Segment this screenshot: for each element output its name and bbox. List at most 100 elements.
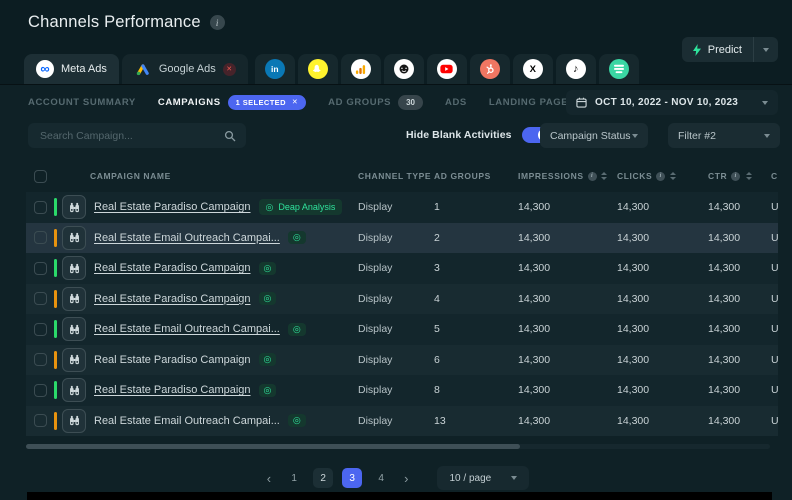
horizontal-scrollbar-track[interactable] xyxy=(26,444,770,449)
status-color-bar xyxy=(54,259,57,278)
col-impressions[interactable]: IMPRESSIONS i xyxy=(510,171,610,181)
row-checkbox[interactable] xyxy=(33,261,47,275)
cost-cell-truncated: U xyxy=(771,231,779,244)
predict-button[interactable]: Predict xyxy=(681,37,778,62)
campaign-name-link[interactable]: Real Estate Email Outreach Campai... xyxy=(94,231,280,244)
channel-tab-google-ads[interactable]: Google Ads ✕ xyxy=(121,54,248,84)
page-button-4[interactable]: 4 xyxy=(378,472,384,484)
campaign-name-link[interactable]: Real Estate Paradiso Campaign xyxy=(94,201,251,214)
channel-tab-drip[interactable] xyxy=(598,54,639,84)
table-body: Real Estate Paradiso Campaign ◎ Deap Ana… xyxy=(26,192,779,436)
tab-ad-groups[interactable]: AD GROUPS 30 xyxy=(328,94,424,110)
col-ctr[interactable]: CTR i xyxy=(682,171,758,181)
info-icon[interactable]: i xyxy=(731,171,741,181)
binoculars-icon xyxy=(62,347,86,372)
page-button-3[interactable]: 3 xyxy=(342,468,363,488)
target-icon: ◎ xyxy=(263,293,272,304)
table-row[interactable]: Real Estate Email Outreach Campai... ◎ D… xyxy=(26,222,779,253)
filter-2-dropdown[interactable]: Filter #2 xyxy=(668,123,780,148)
search-input[interactable] xyxy=(38,128,216,143)
tab-landing-pages[interactable]: LANDING PAGES xyxy=(488,96,576,108)
table-row[interactable]: Real Estate Paradiso Campaign ◎ Display … xyxy=(26,344,779,375)
meta-icon: ∞ xyxy=(36,60,54,78)
channel-tab-youtube[interactable] xyxy=(426,54,467,84)
row-checkbox[interactable] xyxy=(33,200,47,214)
close-icon[interactable]: ✕ xyxy=(291,99,299,106)
deep-analysis-badge[interactable]: ◎ Deap Analysis xyxy=(258,199,343,216)
predict-dropdown-caret[interactable] xyxy=(753,37,778,62)
tab-account-summary[interactable]: ACCOUNT SUMMARY xyxy=(28,96,136,108)
tab-campaigns[interactable]: CAMPAIGNS 1 SELECTED ✕ xyxy=(158,94,307,110)
page-size-dropdown[interactable]: 10 / page xyxy=(437,466,530,490)
row-checkbox[interactable] xyxy=(33,322,47,336)
campaign-name-link[interactable]: Real Estate Paradiso Campaign xyxy=(94,384,251,397)
campaign-name-link[interactable]: Real Estate Email Outreach Campai... xyxy=(94,414,280,427)
sort-icon[interactable] xyxy=(746,172,752,180)
deep-analysis-badge[interactable]: ◎ xyxy=(258,383,277,397)
info-icon[interactable]: i xyxy=(209,15,225,30)
channel-tab-google-analytics[interactable] xyxy=(340,54,381,84)
channel-tab-x[interactable]: X xyxy=(512,54,553,84)
row-checkbox[interactable] xyxy=(33,414,47,428)
chevron-down-icon xyxy=(763,47,769,52)
tab-ads[interactable]: ADS xyxy=(445,96,467,108)
col-clicks[interactable]: CLICKS i xyxy=(610,171,682,181)
date-range-picker[interactable]: OCT 10, 2022 - NOV 10, 2023 xyxy=(566,90,778,115)
deep-analysis-badge[interactable]: ◎ xyxy=(287,414,306,428)
impressions-cell: 14,300 xyxy=(518,262,551,275)
ctr-cell: 14,300 xyxy=(708,231,741,244)
next-page-button[interactable]: › xyxy=(404,470,409,486)
page-button-1[interactable]: 1 xyxy=(291,472,297,484)
ctr-cell: 14,300 xyxy=(708,292,741,305)
status-color-bar xyxy=(54,381,57,400)
sort-icon[interactable] xyxy=(600,172,607,180)
clicks-cell: 14,300 xyxy=(617,262,650,275)
deep-analysis-badge[interactable]: ◎ xyxy=(287,322,306,336)
deep-analysis-badge[interactable]: ◎ xyxy=(258,353,277,367)
campaign-status-dropdown[interactable]: Campaign Status xyxy=(540,123,648,148)
channel-tab-mailchimp[interactable] xyxy=(383,54,424,84)
sort-icon[interactable] xyxy=(670,172,676,180)
channel-tab-linkedin[interactable]: in xyxy=(254,54,295,84)
lightning-icon xyxy=(692,43,701,56)
select-all-checkbox[interactable] xyxy=(33,169,47,183)
channel-tab-meta-ads[interactable]: ∞ Meta Ads xyxy=(24,54,119,84)
prev-page-button[interactable]: ‹ xyxy=(266,470,272,486)
deep-analysis-badge[interactable]: ◎ xyxy=(287,231,306,245)
info-icon[interactable]: i xyxy=(587,171,597,181)
table-row[interactable]: Real Estate Email Outreach Campai... ◎ D… xyxy=(26,405,779,436)
ad-groups-cell: 3 xyxy=(434,262,440,275)
page-button-2[interactable]: 2 xyxy=(313,468,334,488)
hubspot-icon xyxy=(479,59,500,79)
deep-analysis-badge[interactable]: ◎ xyxy=(258,261,277,275)
table-row[interactable]: Real Estate Paradiso Campaign ◎ Display … xyxy=(26,253,779,284)
row-checkbox[interactable] xyxy=(33,383,47,397)
row-checkbox[interactable] xyxy=(33,353,47,367)
channel-tab-hubspot[interactable] xyxy=(469,54,510,84)
table-row[interactable]: Real Estate Paradiso Campaign ◎ Display … xyxy=(26,375,779,406)
close-icon[interactable]: ✕ xyxy=(222,62,236,76)
row-checkbox[interactable] xyxy=(33,292,47,306)
campaign-name-link[interactable]: Real Estate Paradiso Campaign xyxy=(94,262,251,275)
channel-type-cell: Display xyxy=(358,262,393,275)
table-row[interactable]: Real Estate Email Outreach Campai... ◎ D… xyxy=(26,314,779,345)
campaign-name-link[interactable]: Real Estate Paradiso Campaign xyxy=(94,292,251,305)
table-row[interactable]: Real Estate Paradiso Campaign ◎ Deap Ana… xyxy=(26,192,779,223)
deep-analysis-badge[interactable]: ◎ xyxy=(258,292,277,306)
table-row[interactable]: Real Estate Paradiso Campaign ◎ Display … xyxy=(26,283,779,314)
badge-label: Deap Analysis xyxy=(278,202,336,213)
cost-cell-truncated: U xyxy=(771,353,779,366)
info-icon[interactable]: i xyxy=(656,171,666,181)
col-channel-type: CHANNEL TYPE xyxy=(358,171,432,181)
search-icon[interactable] xyxy=(224,130,236,142)
horizontal-scrollbar-thumb[interactable] xyxy=(26,444,520,449)
channel-tab-snapchat[interactable] xyxy=(297,54,338,84)
impressions-cell: 14,300 xyxy=(518,201,551,214)
binoculars-icon xyxy=(62,378,86,403)
row-checkbox[interactable] xyxy=(33,231,47,245)
campaign-name-link[interactable]: Real Estate Paradiso Campaign xyxy=(94,353,251,366)
selected-count-badge[interactable]: 1 SELECTED ✕ xyxy=(227,94,307,110)
campaign-name-link[interactable]: Real Estate Email Outreach Campai... xyxy=(94,323,280,336)
channel-tab-tiktok[interactable]: ♪ xyxy=(555,54,596,84)
google-ads-tab-label: Google Ads xyxy=(158,63,216,75)
